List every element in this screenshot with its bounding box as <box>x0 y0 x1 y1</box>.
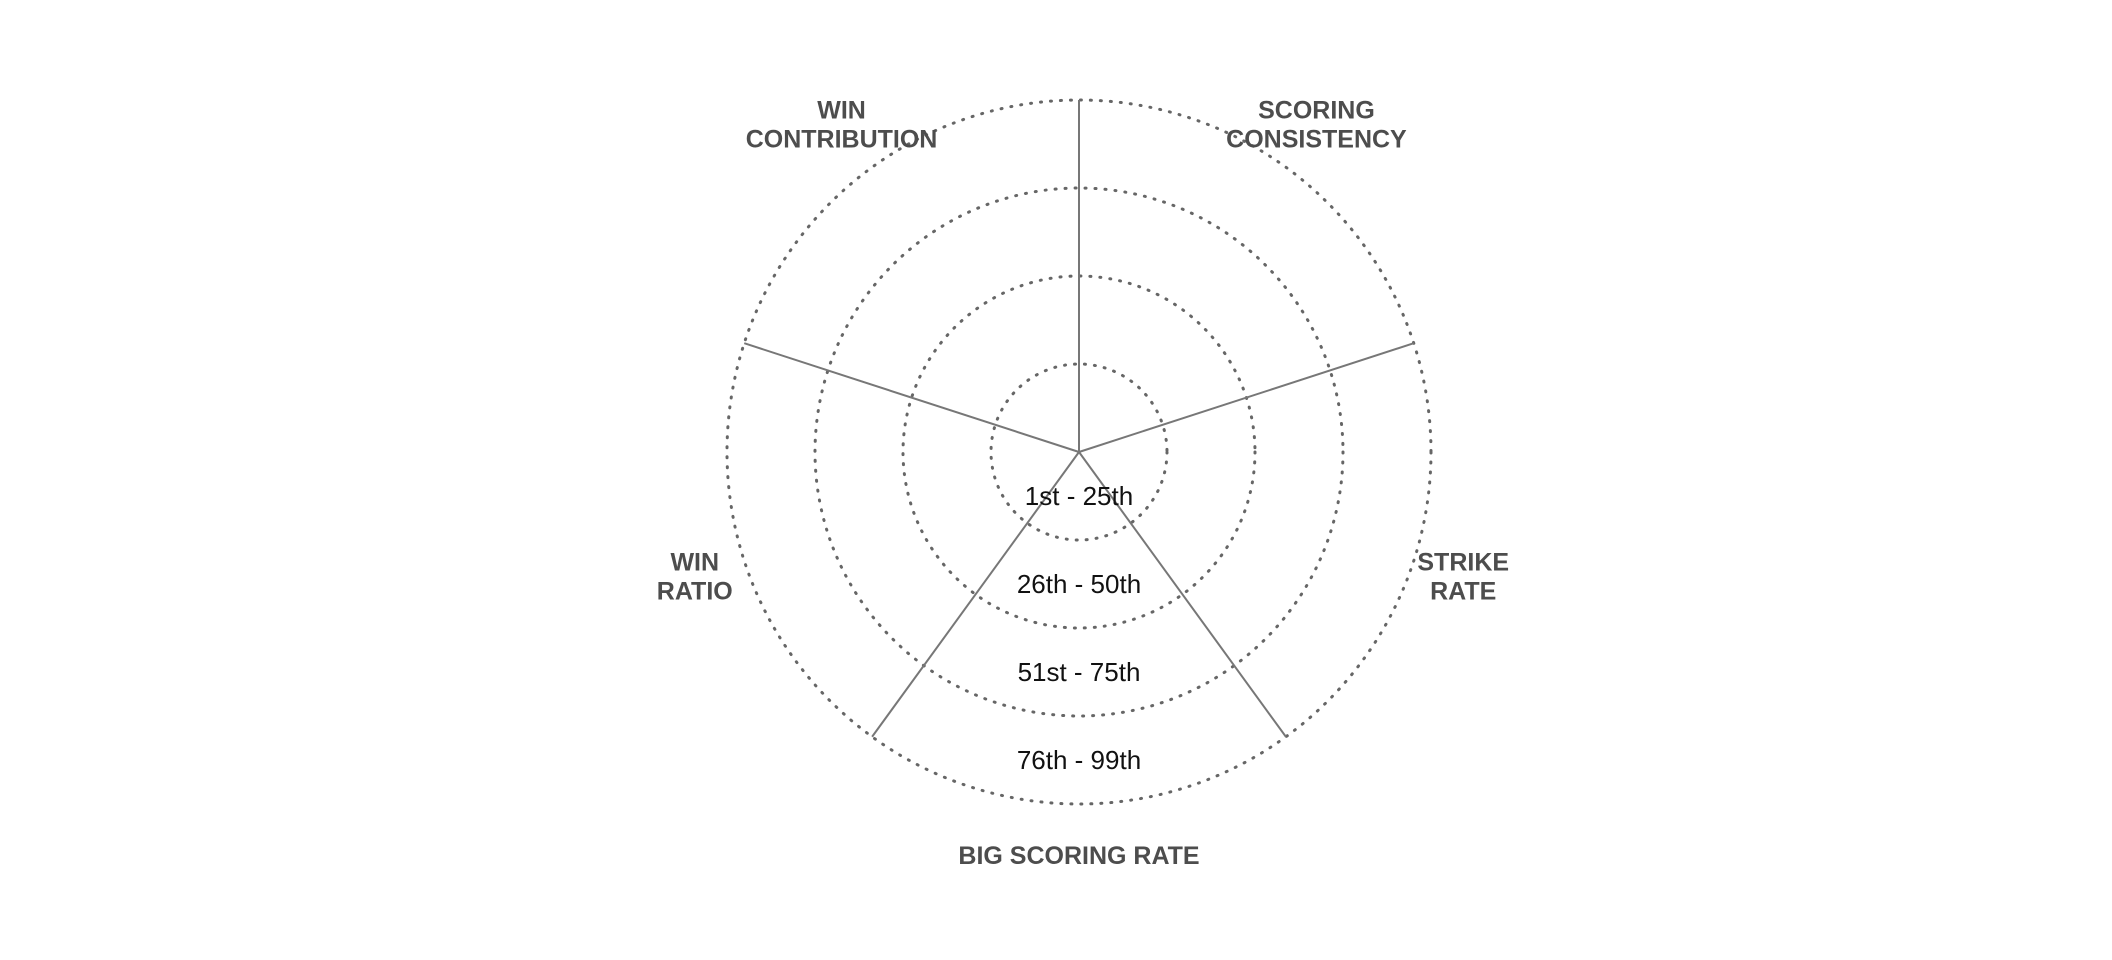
axis-labels: SCORING CONSISTENCY STRIKE RATE BIG SCORING … <box>657 97 1509 870</box>
band-labels: 1st - 25th 26th - 50th 51st - 75th 76th - 9… <box>1017 481 1141 775</box>
axis-label-2-line-1: STRIKE <box>1417 548 1509 576</box>
axis-label-5-line-2: CONTRIBUTION <box>746 126 938 154</box>
band-label-1: 1st - 25th <box>1025 481 1133 511</box>
axis-label-2-line-2: RATE <box>1430 577 1496 605</box>
axis-spoke-2 <box>1078 342 1415 453</box>
band-label-2: 26th - 50th <box>1017 569 1141 599</box>
band-label-4: 76th - 99th <box>1017 745 1141 775</box>
axis-label-4-line-1: WIN <box>670 548 719 576</box>
axis-label-3: BIG SCORING RATE <box>958 842 1199 870</box>
axis-spoke-3 <box>1078 451 1287 738</box>
axis-label-2: STRIKE RATE <box>1417 548 1509 605</box>
grid-ring-3 <box>813 186 1345 718</box>
axis-label-5: WIN CONTRIBUTION <box>746 97 938 154</box>
axis-label-1-line-2: CONSISTENCY <box>1226 126 1407 154</box>
axis-spoke-4 <box>871 451 1080 738</box>
grid-ring-1 <box>989 362 1169 542</box>
axis-spoke-5 <box>743 342 1080 453</box>
axis-label-4-line-2: RATIO <box>657 577 733 605</box>
axis-spokes <box>743 100 1415 738</box>
axis-label-1-line-1: SCORING <box>1258 97 1375 125</box>
axis-label-4: WIN RATIO <box>657 548 733 605</box>
axis-label-1: SCORING CONSISTENCY <box>1226 97 1407 154</box>
axis-label-3-line-1: BIG SCORING RATE <box>958 842 1199 870</box>
axis-label-5-line-1: WIN <box>817 97 866 125</box>
grid-ring-4 <box>725 98 1433 806</box>
band-label-3: 51st - 75th <box>1018 657 1141 687</box>
